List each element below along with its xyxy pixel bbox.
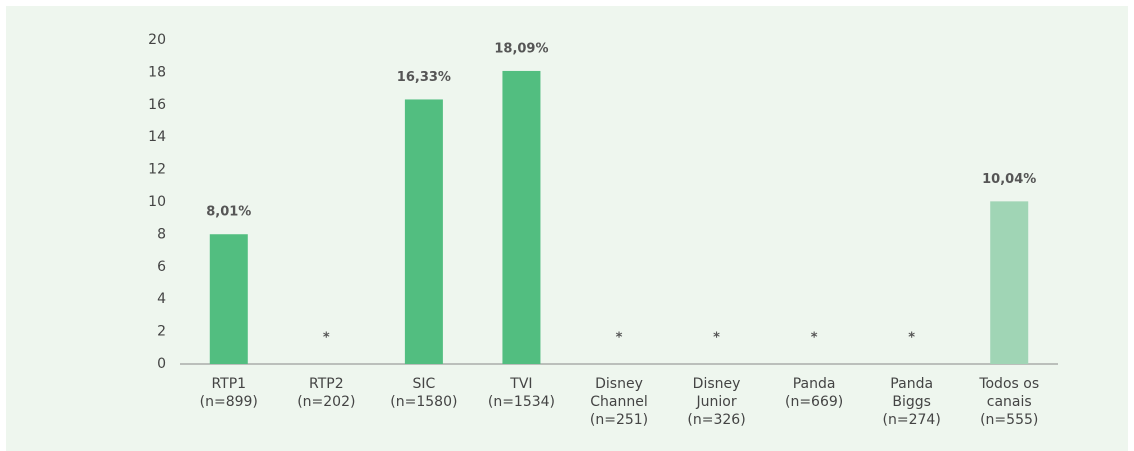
x-tick-label: Disney: [693, 376, 741, 392]
value-label: *: [713, 331, 720, 346]
value-label: *: [323, 331, 330, 346]
x-tick-label: (n=1534): [488, 394, 555, 410]
x-tick-label: (n=326): [687, 412, 745, 428]
x-tick-label: RTP2: [309, 376, 344, 392]
bar: [209, 234, 248, 364]
x-tick-label: (n=669): [785, 394, 843, 410]
value-label: *: [908, 331, 915, 346]
y-tick-label: 10: [148, 194, 166, 210]
y-tick-label: 6: [157, 259, 166, 275]
x-tick-label: Junior: [696, 394, 737, 410]
bar: [990, 201, 1029, 364]
value-label: 18,09%: [494, 41, 548, 56]
chart-background: [6, 6, 1128, 451]
x-tick-label: Channel: [590, 394, 647, 410]
x-tick-label: (n=274): [883, 412, 941, 428]
value-label: 16,33%: [397, 70, 451, 85]
x-tick-label: (n=899): [200, 394, 258, 410]
value-label: 10,04%: [982, 172, 1036, 187]
value-label: *: [811, 331, 818, 346]
y-tick-label: 2: [157, 324, 166, 340]
x-tick-label: TVI: [509, 376, 532, 392]
y-tick-label: 0: [157, 356, 166, 372]
y-tick-label: 16: [148, 97, 166, 113]
x-tick-label: Panda: [890, 376, 933, 392]
y-tick-label: 14: [148, 129, 166, 145]
bar: [404, 99, 443, 364]
value-label: *: [616, 331, 623, 346]
x-tick-label: (n=555): [980, 412, 1038, 428]
x-tick-label: RTP1: [211, 376, 246, 392]
x-tick-label: (n=202): [297, 394, 355, 410]
y-tick-label: 18: [148, 64, 166, 80]
x-tick-label: Todos os: [978, 376, 1039, 392]
x-tick-label: (n=1580): [390, 394, 457, 410]
x-tick-label: Panda: [793, 376, 836, 392]
x-tick-label: SIC: [412, 376, 435, 392]
x-tick-label: (n=251): [590, 412, 648, 428]
value-label: 8,01%: [206, 205, 251, 220]
x-tick-label: canais: [987, 394, 1032, 410]
y-tick-label: 8: [157, 226, 166, 242]
y-tick-label: 20: [148, 32, 166, 48]
y-tick-label: 12: [148, 162, 166, 178]
x-tick-label: Disney: [595, 376, 643, 392]
bar: [502, 70, 541, 364]
x-tick-label: Biggs: [892, 394, 931, 410]
y-tick-label: 4: [157, 291, 166, 307]
